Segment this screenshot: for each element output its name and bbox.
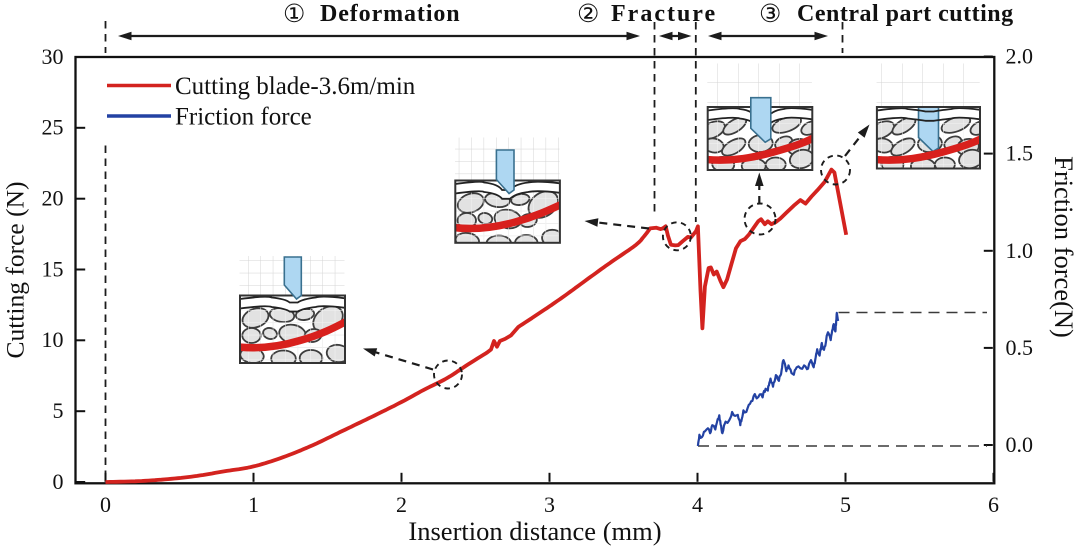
svg-text:20: 20 [42,186,64,211]
svg-text:0.0: 0.0 [1006,432,1034,457]
svg-text:5: 5 [840,492,851,517]
svg-text:25: 25 [42,115,64,140]
svg-text:5: 5 [53,398,64,423]
svg-text:③: ③ [759,1,781,28]
svg-text:4: 4 [692,492,703,517]
svg-text:10: 10 [42,327,64,352]
svg-text:Cutting force (N): Cutting force (N) [1,181,30,358]
svg-text:Insertion distance (mm): Insertion distance (mm) [408,516,661,546]
svg-text:0.5: 0.5 [1006,335,1034,360]
svg-text:2.0: 2.0 [1006,44,1034,69]
svg-text:0: 0 [53,469,64,494]
svg-text:1.0: 1.0 [1006,238,1034,263]
svg-text:Friction force(N): Friction force(N) [1049,156,1079,338]
svg-text:Fracture: Fracture [611,1,717,27]
svg-text:30: 30 [42,44,64,69]
svg-text:6: 6 [988,492,999,517]
svg-text:1: 1 [248,492,259,517]
svg-text:1.5: 1.5 [1006,141,1034,166]
svg-text:3: 3 [544,492,555,517]
svg-text:15: 15 [42,256,64,281]
svg-text:0: 0 [100,492,111,517]
svg-text:Central part cutting: Central part cutting [797,1,1014,27]
svg-text:Cutting blade-3.6m/min: Cutting blade-3.6m/min [175,73,416,100]
svg-text:Deformation: Deformation [320,1,461,27]
svg-text:Friction force: Friction force [175,104,312,131]
svg-text:2: 2 [396,492,407,517]
svg-text:②: ② [577,1,599,28]
svg-text:①: ① [283,1,305,28]
